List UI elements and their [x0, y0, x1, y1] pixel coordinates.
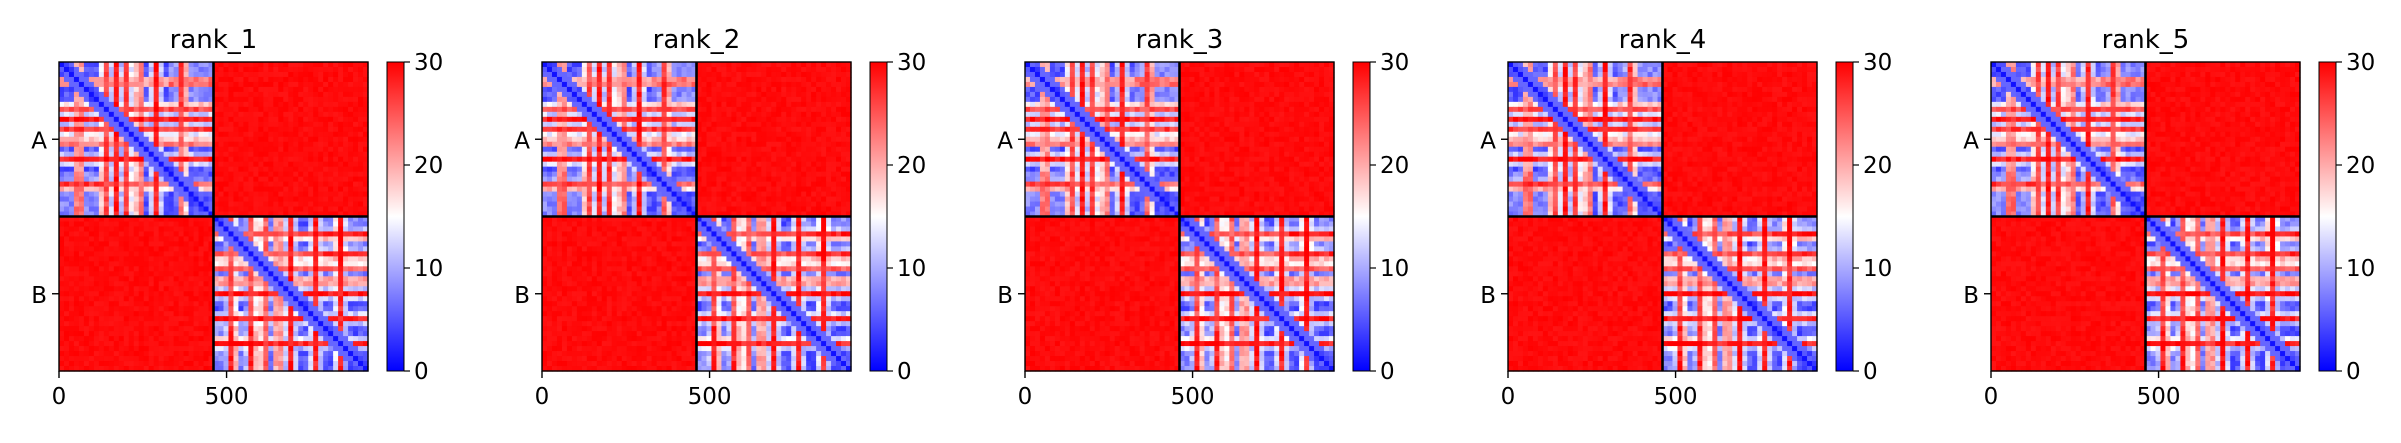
- colorbar-tick-label: 20: [414, 153, 443, 179]
- x-tick-label: 500: [205, 384, 249, 410]
- colorbar-tick-label: 20: [2346, 153, 2375, 179]
- x-tick-label: 0: [52, 384, 67, 410]
- colorbar-tick-label: 0: [1380, 359, 1395, 385]
- colorbar-tick-label: 30: [1380, 50, 1409, 76]
- pae-panel-3: rank_3 A B 0 500 0 10 20 30: [997, 25, 1409, 410]
- pae-panel-1: rank_1 A B 0 500 0 10 20 30: [31, 25, 443, 410]
- colorbar: [387, 62, 404, 371]
- colorbar-tick-label: 10: [897, 256, 926, 282]
- chain-label-B: B: [1963, 283, 1979, 309]
- panel-title: rank_1: [170, 25, 258, 55]
- pae-panel-5: rank_5 A B 0 500 0 10 20 30: [1963, 25, 2375, 410]
- colorbar-tick-label: 10: [414, 256, 443, 282]
- x-tick-label: 0: [1018, 384, 1033, 410]
- panel-title: rank_2: [653, 25, 741, 55]
- x-tick-label: 0: [1984, 384, 1999, 410]
- chain-label-A: A: [997, 128, 1013, 154]
- colorbar: [1353, 62, 1370, 371]
- panel-title: rank_3: [1136, 25, 1224, 55]
- panel-title: rank_4: [1619, 25, 1707, 55]
- colorbar-tick-label: 30: [897, 50, 926, 76]
- colorbar-tick-label: 20: [1863, 153, 1892, 179]
- colorbar-tick-label: 20: [1380, 153, 1409, 179]
- panel-title: rank_5: [2102, 25, 2190, 55]
- x-tick-label: 500: [1171, 384, 1215, 410]
- colorbar-tick-label: 0: [1863, 359, 1878, 385]
- pae-panel-4: rank_4 A B 0 500 0 10 20 30: [1480, 25, 1892, 410]
- colorbar-tick-label: 10: [1863, 256, 1892, 282]
- colorbar-tick-label: 0: [2346, 359, 2361, 385]
- chain-label-A: A: [1480, 128, 1496, 154]
- chain-label-A: A: [31, 128, 47, 154]
- colorbar-tick-label: 20: [897, 153, 926, 179]
- x-tick-label: 500: [2137, 384, 2181, 410]
- colorbar-tick-label: 30: [414, 50, 443, 76]
- x-tick-label: 0: [535, 384, 550, 410]
- chain-label-B: B: [1480, 283, 1496, 309]
- colorbar: [2319, 62, 2336, 371]
- pae-panel-2: rank_2 A B 0 500 0 10 20 30: [514, 25, 926, 410]
- chain-label-B: B: [997, 283, 1013, 309]
- chain-label-B: B: [514, 283, 530, 309]
- colorbar: [870, 62, 887, 371]
- chain-label-A: A: [514, 128, 530, 154]
- chain-label-A: A: [1963, 128, 1979, 154]
- colorbar-tick-label: 30: [2346, 50, 2375, 76]
- colorbar-tick-label: 0: [897, 359, 912, 385]
- colorbar: [1836, 62, 1853, 371]
- colorbar-tick-label: 30: [1863, 50, 1892, 76]
- x-tick-label: 500: [688, 384, 732, 410]
- x-tick-label: 500: [1654, 384, 1698, 410]
- x-tick-label: 0: [1501, 384, 1516, 410]
- colorbar-tick-label: 10: [1380, 256, 1409, 282]
- colorbar-tick-label: 10: [2346, 256, 2375, 282]
- chain-label-B: B: [31, 283, 47, 309]
- colorbar-tick-label: 0: [414, 359, 429, 385]
